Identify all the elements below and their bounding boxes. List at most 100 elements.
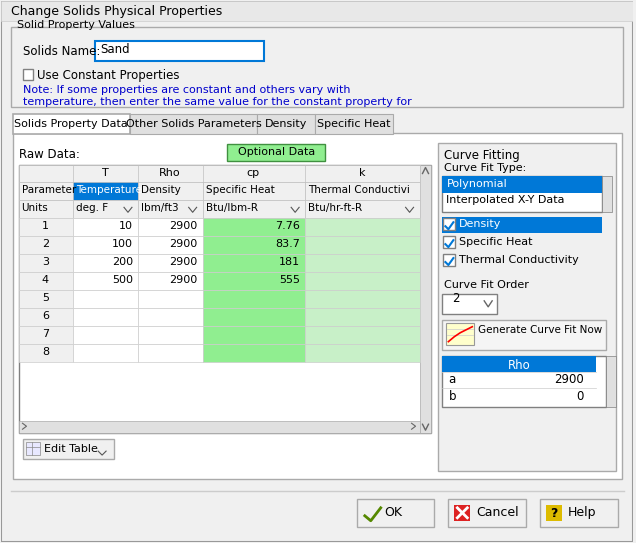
Text: Btu/lbm-R: Btu/lbm-R [205,203,258,213]
Text: Specific Heat: Specific Heat [205,185,274,195]
Bar [73,218,138,236]
Text: Solids Property Data: Solids Property Data [15,119,128,129]
Bar [73,182,138,200]
Text: 200: 200 [112,257,133,267]
Bar [73,272,138,290]
Text: Rho: Rho [508,358,530,371]
Bar [203,290,305,308]
Bar [443,176,602,212]
Bar [203,272,305,290]
Bar [130,114,258,134]
Text: Curve Fit Order: Curve Fit Order [445,280,529,290]
Bar [18,421,420,433]
Bar [138,236,203,254]
Text: 7: 7 [42,329,49,339]
Text: Solids Name:: Solids Name: [22,45,100,58]
Bar [443,254,455,266]
Text: a: a [448,374,455,387]
Bar [138,254,203,272]
Bar [18,254,73,272]
Bar [605,356,616,407]
Bar [305,308,420,326]
Text: 500: 500 [112,275,133,285]
Bar [73,344,138,362]
Bar [228,144,325,161]
Bar [443,294,497,314]
Text: Raw Data:: Raw Data: [18,148,80,161]
Text: b: b [448,390,456,403]
Text: Btu/hr-ft-R: Btu/hr-ft-R [308,203,363,213]
Bar [73,254,138,272]
Bar [138,200,203,218]
Text: Specific Heat: Specific Heat [317,119,391,129]
Bar [305,326,420,344]
Text: 555: 555 [279,275,300,285]
Text: k: k [359,168,365,178]
Text: Cancel: Cancel [476,506,519,519]
Bar [18,165,431,433]
Bar [18,272,73,290]
Text: Density: Density [141,185,181,195]
Text: Curve Fitting: Curve Fitting [445,149,520,162]
Bar [203,254,305,272]
Text: 83.7: 83.7 [275,239,300,249]
Text: lbm/ft3: lbm/ft3 [141,203,179,213]
Bar [438,143,616,471]
Bar [203,218,305,236]
Bar [138,272,203,290]
Text: Generate Curve Fit Now: Generate Curve Fit Now [478,325,602,334]
Bar [203,200,305,218]
Bar [18,236,73,254]
Bar [138,326,203,344]
Bar [138,344,203,362]
Text: Sand: Sand [100,43,130,56]
Bar [13,132,621,479]
Bar [11,27,623,107]
Text: 2900: 2900 [169,275,198,285]
Bar [420,165,431,433]
Bar [13,114,130,134]
Bar [546,505,562,521]
Bar [305,200,420,218]
Bar [18,218,73,236]
Bar [73,308,138,326]
Bar [315,114,392,134]
Text: 6: 6 [42,311,49,321]
Text: Thermal Conductivity: Thermal Conductivity [459,255,579,265]
Bar [138,308,203,326]
Bar [73,236,138,254]
Text: Curve Fit Type:: Curve Fit Type: [445,162,527,173]
Bar [138,290,203,308]
Bar [258,114,315,134]
Text: Rho: Rho [159,168,181,178]
Bar [18,200,73,218]
Bar [446,323,474,345]
Text: ?: ? [550,507,558,520]
Bar [203,308,305,326]
Bar [540,499,618,527]
Text: Units: Units [22,203,48,213]
Bar [443,176,602,193]
Bar [443,320,605,350]
Bar [18,182,73,200]
Bar [73,200,138,218]
Bar [203,182,305,200]
Bar [305,344,420,362]
Text: 2900: 2900 [554,374,584,387]
Text: 2: 2 [42,239,49,249]
Text: 2900: 2900 [169,221,198,231]
Bar [22,69,34,80]
Bar [443,236,455,248]
Text: 0: 0 [576,390,584,403]
Bar [443,356,596,371]
Text: Use Constant Properties: Use Constant Properties [38,69,180,82]
Bar [357,499,434,527]
Bar [305,218,420,236]
Text: deg. F: deg. F [76,203,108,213]
Bar [18,344,73,362]
Text: Density: Density [265,119,307,129]
Bar [18,308,73,326]
Text: Thermal Conductivi: Thermal Conductivi [308,185,410,195]
Text: cp: cp [247,168,260,178]
Text: 3: 3 [42,257,49,267]
